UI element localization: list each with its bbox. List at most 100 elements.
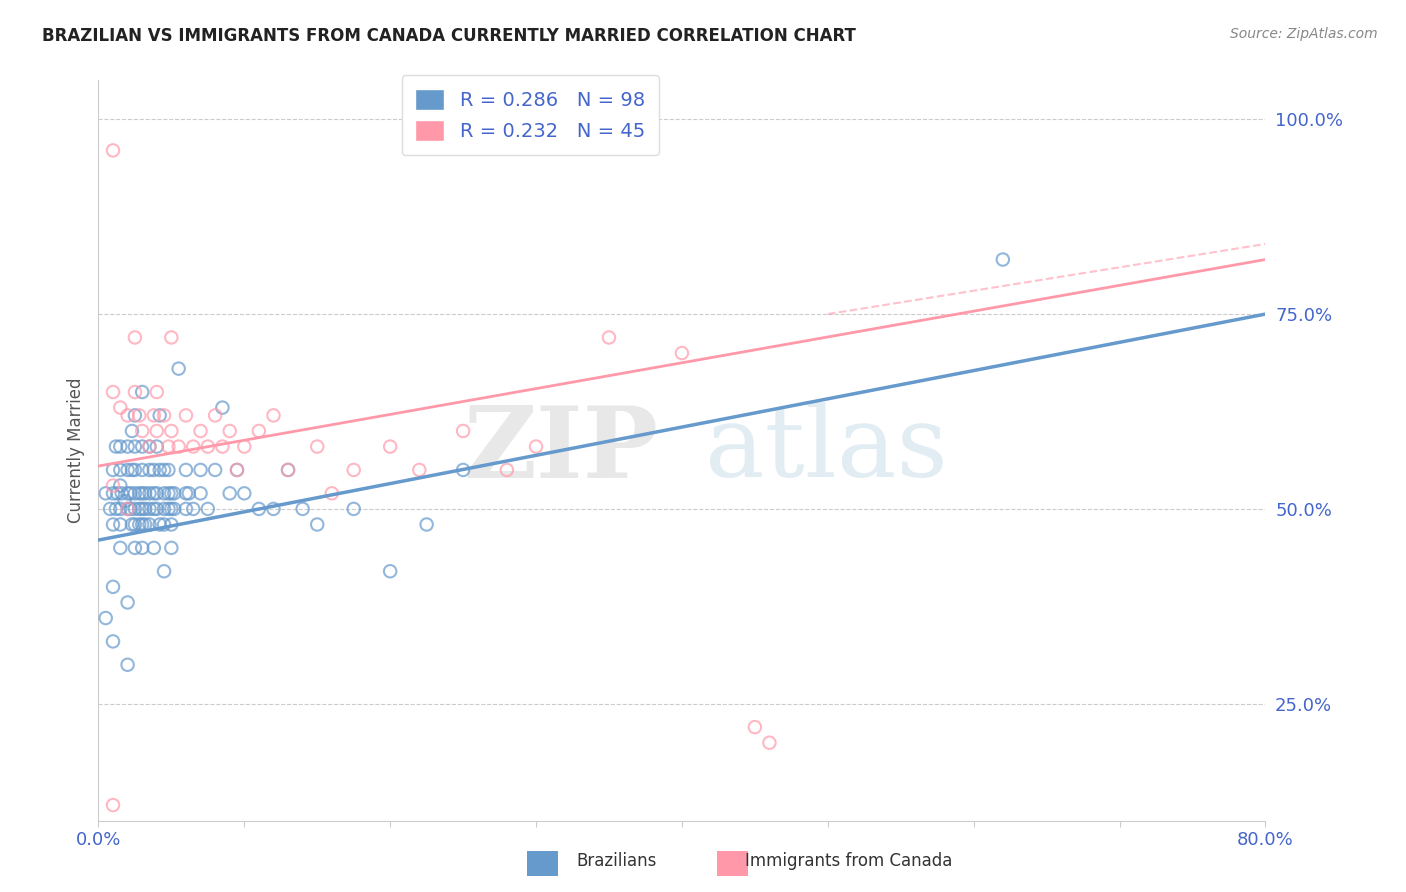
Point [101,517,124,532]
Point [142,541,165,555]
Point [114,494,136,508]
Point [128,517,150,532]
Point [496,463,519,477]
Point [321,486,343,500]
Point [149,409,172,423]
Point [307,440,329,454]
Point [204,409,226,423]
Point [142,463,165,477]
Point [167,440,190,454]
Point [131,517,153,532]
Point [218,424,240,438]
Point [101,144,124,158]
Point [131,384,153,399]
Text: Immigrants from Canada: Immigrants from Canada [745,852,952,870]
Point [163,502,186,516]
Point [160,330,183,344]
Point [146,424,169,438]
Legend: R = 0.286   N = 98, R = 0.232   N = 45: R = 0.286 N = 98, R = 0.232 N = 45 [402,75,659,154]
Point [524,440,547,454]
Point [211,401,233,415]
Point [110,463,132,477]
Point [233,440,256,454]
Point [117,502,139,516]
Point [98,502,121,516]
Point [277,463,299,477]
Point [134,517,156,532]
Point [233,486,256,500]
Point [101,463,124,477]
Point [146,486,169,500]
Point [204,463,226,477]
Point [157,463,180,477]
Point [153,409,176,423]
Point [120,502,142,516]
Point [124,409,146,423]
Point [153,564,176,578]
Point [117,486,139,500]
Point [101,384,124,399]
Point [105,486,128,500]
Point [131,541,153,555]
Point [174,409,197,423]
Point [142,502,165,516]
Point [131,440,153,454]
Point [758,736,780,750]
Point [451,463,474,477]
Point [415,517,437,532]
Point [153,463,176,477]
Point [451,424,474,438]
Point [163,486,186,500]
Point [124,440,146,454]
Point [146,440,169,454]
Point [247,424,270,438]
Point [101,798,124,813]
Point [167,361,190,376]
Point [131,502,153,516]
Point [380,440,402,454]
Point [110,502,132,516]
Point [117,657,139,672]
Point [121,517,143,532]
Point [124,502,146,516]
Point [104,440,127,454]
Point [291,502,314,516]
Point [157,486,180,500]
Point [157,502,180,516]
Point [117,829,139,843]
Point [138,440,160,454]
Point [247,502,270,516]
Point [138,517,160,532]
Point [598,330,620,344]
Point [124,486,146,500]
Point [104,502,127,516]
Point [149,517,172,532]
Point [117,463,139,477]
Point [226,463,249,477]
Point [211,440,233,454]
Point [138,502,160,516]
Point [174,463,197,477]
Point [174,486,197,500]
Text: BRAZILIAN VS IMMIGRANTS FROM CANADA CURRENTLY MARRIED CORRELATION CHART: BRAZILIAN VS IMMIGRANTS FROM CANADA CURR… [42,27,856,45]
Point [157,440,180,454]
Point [262,409,284,423]
Point [101,580,124,594]
Point [117,409,139,423]
Point [160,424,183,438]
Point [121,463,143,477]
Point [277,463,299,477]
Point [110,401,132,415]
Point [408,463,430,477]
Point [120,486,142,500]
Point [190,424,212,438]
Point [307,517,329,532]
Point [744,720,766,734]
Point [218,486,240,500]
Point [117,595,139,609]
Point [94,486,117,500]
Point [138,440,160,454]
Point [124,330,146,344]
Point [131,463,153,477]
Point [190,463,212,477]
